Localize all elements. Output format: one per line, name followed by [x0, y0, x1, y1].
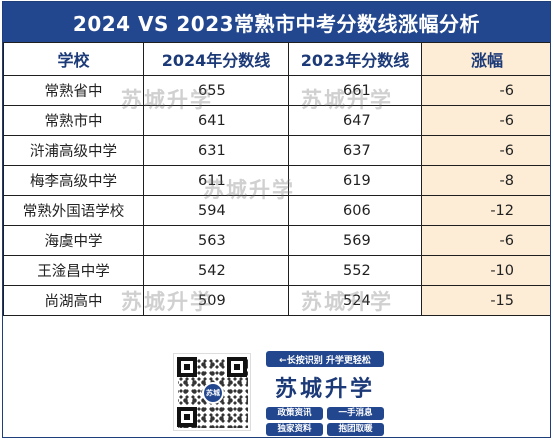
score-2024-cell: 509	[143, 285, 289, 316]
rise-cell: -8	[421, 165, 550, 196]
table-row: 常熟省中 655 661 -6	[3, 75, 550, 106]
brand-tagline: ←长按识别 升学更轻松	[266, 351, 384, 367]
table-row: 王淦昌中学 542 552 -10	[3, 255, 550, 286]
brand-pills: 政策资讯 一手消息 独家资料 抱团取暖	[266, 407, 384, 436]
brand-pill: 抱团取暖	[327, 423, 384, 436]
qr-finder-icon	[177, 407, 197, 427]
qr-finder-icon	[177, 357, 197, 377]
column-header-2024: 2024年分数线	[143, 42, 289, 76]
brand-pill: 政策资讯	[266, 407, 323, 420]
table-row: 梅李高级中学 611 619 -8	[3, 165, 550, 196]
school-cell: 海虞中学	[3, 225, 144, 256]
score-2024-cell: 542	[143, 255, 289, 286]
school-cell: 浒浦高级中学	[3, 135, 144, 166]
table-row: 尚湖高中 509 524 -15	[3, 285, 550, 316]
rise-cell: -15	[421, 285, 550, 316]
score-2023-cell: 524	[288, 285, 422, 316]
column-header-2023: 2023年分数线	[288, 42, 422, 76]
promo-footer: 苏城 ←长按识别 升学更轻松 苏城升学 政策资讯 一手消息 独家资料 抱团取暖	[3, 345, 550, 437]
table-row: 常熟外国语学校 594 606 -12	[3, 195, 550, 226]
score-2023-cell: 637	[288, 135, 422, 166]
score-2023-cell: 552	[288, 255, 422, 286]
school-cell: 王淦昌中学	[3, 255, 144, 286]
score-2024-cell: 594	[143, 195, 289, 226]
school-cell: 梅李高级中学	[3, 165, 144, 196]
school-cell: 常熟省中	[3, 75, 144, 106]
school-cell: 常熟市中	[3, 105, 144, 136]
table-row: 浒浦高级中学 631 637 -6	[3, 135, 550, 166]
score-2024-cell: 563	[143, 225, 289, 256]
page-title: 2024 VS 2023常熟市中考分数线涨幅分析	[3, 2, 550, 42]
score-2023-cell: 606	[288, 195, 422, 226]
rise-cell: -6	[421, 225, 550, 256]
rise-cell: -6	[421, 75, 550, 106]
score-2024-cell: 611	[143, 165, 289, 196]
rise-cell: -10	[421, 255, 550, 286]
score-2023-cell: 647	[288, 105, 422, 136]
brand-block: ←长按识别 升学更轻松 苏城升学 政策资讯 一手消息 独家资料 抱团取暖	[266, 351, 384, 436]
rise-cell: -12	[421, 195, 550, 226]
column-header-rise: 涨幅	[421, 42, 550, 76]
score-table: 学校 2024年分数线 2023年分数线 涨幅 常熟省中 655 661 -6 …	[3, 42, 550, 316]
qr-code[interactable]: 苏城	[173, 353, 251, 431]
score-2024-cell: 655	[143, 75, 289, 106]
table-row: 常熟市中 641 647 -6	[3, 105, 550, 136]
column-header-school: 学校	[3, 42, 144, 76]
qr-logo-icon: 苏城	[202, 382, 224, 404]
rise-cell: -6	[421, 135, 550, 166]
qr-finder-icon	[227, 357, 247, 377]
score-2024-cell: 631	[143, 135, 289, 166]
score-2023-cell: 661	[288, 75, 422, 106]
school-cell: 尚湖高中	[3, 285, 144, 316]
brand-name: 苏城升学	[274, 377, 375, 402]
rise-cell: -6	[421, 105, 550, 136]
brand-pill: 独家资料	[266, 423, 323, 436]
table-header-row: 学校 2024年分数线 2023年分数线 涨幅	[3, 42, 550, 76]
score-2023-cell: 619	[288, 165, 422, 196]
score-2023-cell: 569	[288, 225, 422, 256]
table-row: 海虞中学 563 569 -6	[3, 225, 550, 256]
school-cell: 常熟外国语学校	[3, 195, 144, 226]
score-2024-cell: 641	[143, 105, 289, 136]
brand-pill: 一手消息	[327, 407, 384, 420]
